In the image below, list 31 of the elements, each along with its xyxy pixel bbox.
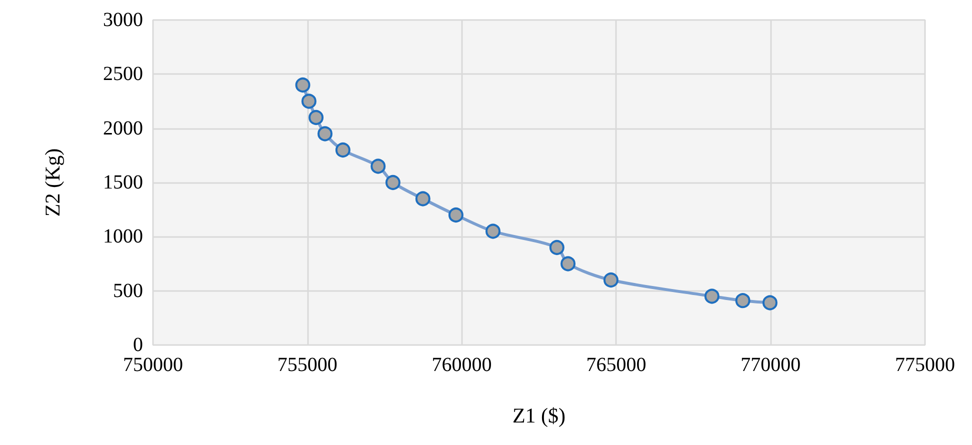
y-tick-label: 500 bbox=[113, 280, 143, 302]
x-tick-label: 755000 bbox=[277, 354, 338, 376]
point bbox=[335, 142, 350, 158]
y-axis-title: Z2 (Kg) bbox=[40, 148, 64, 217]
x-tick-label: 765000 bbox=[586, 354, 646, 376]
point bbox=[560, 256, 576, 272]
x-axis-title: Z1 ($) bbox=[512, 404, 566, 428]
y-tick-label: 0 bbox=[133, 334, 143, 356]
point bbox=[415, 191, 430, 206]
x-tick-label: 750000 bbox=[123, 354, 183, 376]
x-tick-label: 760000 bbox=[432, 354, 492, 376]
point bbox=[603, 272, 618, 288]
point bbox=[295, 78, 310, 92]
point bbox=[448, 208, 464, 222]
y-tick-label: 3000 bbox=[103, 9, 143, 31]
point bbox=[308, 110, 324, 125]
y-tick-label: 2000 bbox=[103, 117, 143, 140]
point bbox=[549, 240, 564, 255]
point bbox=[370, 158, 386, 174]
y-tick-label: 1500 bbox=[103, 172, 143, 194]
point bbox=[735, 293, 750, 308]
point bbox=[704, 288, 720, 304]
point bbox=[318, 126, 332, 142]
point bbox=[385, 175, 400, 190]
y-tick-label: 1000 bbox=[103, 226, 143, 248]
x-tick-label: 770000 bbox=[740, 354, 801, 376]
x-tick-label: 775000 bbox=[895, 354, 955, 376]
y-tick-label: 2500 bbox=[103, 63, 143, 86]
point bbox=[301, 94, 316, 109]
point bbox=[762, 295, 778, 310]
point bbox=[486, 224, 500, 239]
